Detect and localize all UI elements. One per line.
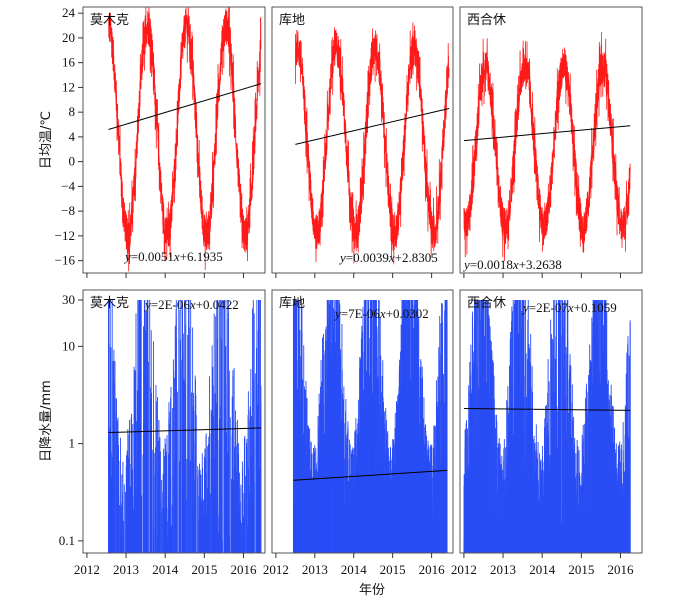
trend-equation: y=0.0018x+3.2638: [462, 257, 562, 272]
plot-area: [463, 32, 631, 262]
x-tick-label: 2012: [263, 562, 289, 577]
panel-frame: [459, 6, 643, 274]
trend-line: [295, 107, 450, 145]
trend-line: [108, 83, 262, 130]
y-tick-label: 8: [69, 104, 76, 119]
temperature-series-line: [108, 7, 262, 272]
trend-line: [108, 427, 262, 434]
y-tick-label: 24: [62, 5, 76, 20]
y-axis-title-precipitation: 日降水量/mm: [39, 380, 54, 462]
panel-precipitation-1: 2012 2013 2014 2015 2016 库地 y=7E-06x+0.0302: [263, 289, 454, 577]
x-tick-label: 2012: [451, 562, 477, 577]
y-tick-label: 4: [69, 129, 76, 144]
y-tick-label: −8: [61, 203, 75, 218]
x-tick-label: 2014: [341, 562, 368, 577]
station-label: 库地: [279, 12, 305, 28]
x-tick-label: 2016: [230, 562, 257, 577]
x-tick-label: 2015: [380, 562, 406, 577]
x-tick-label: 2015: [568, 562, 594, 577]
y-tick-label: 30: [62, 292, 75, 307]
trend-equation: y=0.0039x+2.8305: [338, 250, 438, 265]
x-tick-label: 2012: [74, 562, 100, 577]
x-tick-label: 2014: [529, 562, 556, 577]
station-label: 西合休: [467, 13, 506, 28]
y-tick-label: 10: [62, 338, 75, 353]
temperature-series-line: [294, 22, 450, 265]
station-label: 西合休: [467, 296, 506, 311]
x-axis-title: 年份: [359, 583, 385, 598]
x-tick-label: 2014: [152, 562, 179, 577]
station-label: 莫木克: [90, 13, 129, 28]
plot-area: [108, 7, 262, 272]
y-tick-label: 0: [69, 154, 76, 169]
x-tick-label: 2013: [113, 562, 139, 577]
panel-precipitation-0: 2012 2013 2014 2015 2016 0.1 1 10 30 莫木克 y=2E-06x+…: [59, 289, 266, 577]
panel-temperature-1: 库地 y=0.0039x+2.8305: [271, 6, 454, 278]
plot-area: [294, 22, 450, 265]
y-tick-label: 16: [62, 55, 76, 70]
trend-line: [293, 469, 448, 481]
plot-area: [107, 299, 262, 553]
x-tick-label: 2015: [191, 562, 217, 577]
trend-line: [463, 407, 631, 411]
y-axis-title-temperature: 日均温/℃: [39, 111, 54, 169]
y-tick-label: 12: [62, 79, 75, 94]
trend-line: [463, 125, 631, 142]
panel-temperature-2: 西合休 y=0.0018x+3.2638: [459, 6, 643, 278]
trend-equation: y=7E-06x+0.0302: [333, 306, 429, 321]
panel-frame: [271, 289, 454, 554]
panel-frame: [82, 6, 266, 274]
y-tick-label: 20: [62, 30, 75, 45]
y-tick-label: −16: [55, 253, 76, 268]
panel-temperature-0: −16 −12 −8 −4 0 4 8 12 16 20 24 莫木克 y=0.0051x+6.1935: [55, 5, 266, 278]
x-tick-label: 2016: [607, 562, 634, 577]
x-tick-label: 2013: [302, 562, 328, 577]
temperature-series-line: [463, 32, 631, 262]
trend-equation: y=2E-06x+0.0422: [143, 297, 239, 312]
x-tick-label: 2016: [419, 562, 446, 577]
panel-precipitation-2: 2012 2013 2014 2015 2016 西合休 y=2E-07x+0.1059: [451, 289, 643, 577]
y-tick-label: −4: [61, 178, 75, 193]
panel-frame: [459, 289, 643, 554]
trend-equation: y=0.0051x+6.1935: [123, 249, 223, 264]
station-label: 莫木克: [90, 296, 129, 311]
station-label: 库地: [279, 295, 305, 311]
y-tick-label: 0.1: [59, 533, 75, 548]
panel-frame: [271, 6, 454, 274]
y-tick-label: 1: [69, 436, 76, 451]
x-tick-label: 2013: [490, 562, 516, 577]
plot-area: [292, 299, 448, 553]
plot-area: [463, 299, 631, 553]
panel-frame: [82, 289, 266, 554]
trend-equation: y=2E-07x+0.1059: [521, 300, 617, 315]
y-tick-label: −12: [55, 228, 75, 243]
